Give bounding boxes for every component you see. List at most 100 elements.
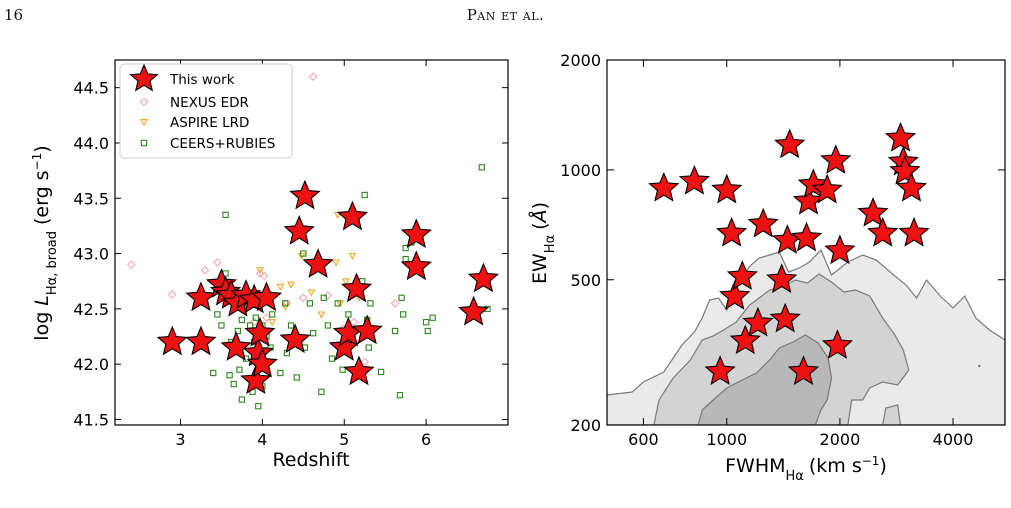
right-y-axis-title: EWHα(Å) <box>528 202 558 284</box>
right-y-tick-label: 2000 <box>560 51 601 70</box>
this-work-point <box>747 207 779 238</box>
ceers-rubies-point <box>391 327 399 335</box>
legend-label-aspire-lrd: ASPIRE LRD <box>170 115 249 131</box>
nexus-edr-point <box>259 271 269 281</box>
running-header: Pan et al. <box>466 6 545 24</box>
this-work-point <box>244 316 276 347</box>
this-work-point <box>769 302 801 333</box>
ceers-rubies-point <box>400 311 407 318</box>
left-x-tick-label: 6 <box>421 430 431 449</box>
aspire-lrd-point <box>307 289 316 297</box>
ceers-rubies-point <box>396 391 404 399</box>
ceers-rubies-point <box>293 374 300 381</box>
this-work-point <box>279 323 311 354</box>
this-work-point <box>729 324 761 355</box>
right-x-axis-title-subscript: Hα <box>786 469 804 484</box>
right-y-axis-title-units: ( <box>529 222 551 229</box>
aspire-lrd-point <box>332 259 340 267</box>
this-work-point <box>351 314 383 345</box>
left-y-tick-label: 43.0 <box>73 245 109 264</box>
ceers-rubies-point <box>255 403 262 410</box>
this-work-point <box>185 281 217 312</box>
ceers-rubies-point <box>339 366 346 373</box>
this-work-point <box>648 171 680 202</box>
ceers-rubies-point <box>238 396 246 403</box>
this-work-point <box>156 325 188 356</box>
nexus-edr-point <box>323 291 333 300</box>
this-work-point <box>250 281 283 312</box>
left-y-tick-label: 43.5 <box>73 189 109 208</box>
this-work-point <box>771 224 804 254</box>
right-x-tick-label: 4000 <box>933 430 974 449</box>
left-y-tick-label: 44.0 <box>73 134 109 153</box>
ceers-rubies-point <box>424 327 431 335</box>
this-work-point <box>898 216 930 247</box>
ceers-rubies-point <box>238 316 246 324</box>
right-plot-frame <box>606 59 1006 426</box>
this-work-point <box>240 364 272 395</box>
ceers-rubies-point <box>345 311 352 318</box>
legend: This work NEXUS EDR ASPIRE LRD CEERS+RUB… <box>119 63 293 159</box>
contour-speck <box>978 364 981 368</box>
right-y-tick-label: 1000 <box>560 161 601 180</box>
ceers-rubies-point <box>218 322 225 329</box>
this-work-point <box>820 144 852 174</box>
this-work-point <box>774 128 806 159</box>
left-y-tick-label: 42.0 <box>73 355 109 374</box>
aspire-lrd-point <box>317 311 326 319</box>
this-work-point <box>283 215 315 245</box>
legend-label-ceers-rubies: CEERS+RUBIES <box>170 136 275 152</box>
nexus-edr-point <box>390 298 400 308</box>
left-y-axis-title-exponent: −1 <box>30 153 44 171</box>
left-plot-frame <box>114 59 509 426</box>
ceers-rubies-point <box>230 380 237 388</box>
nexus-edr-point <box>212 258 222 267</box>
this-work-point <box>678 164 711 195</box>
ceers-rubies-point <box>365 344 372 351</box>
ceers-rubies-point <box>402 255 409 263</box>
this-work-point <box>715 216 748 247</box>
nexus-edr-point <box>298 293 308 303</box>
ceers-rubies-point <box>328 355 336 362</box>
nexus-edr-point <box>249 317 259 327</box>
ceers-rubies-point <box>422 318 430 326</box>
ceers-rubies-point <box>214 311 221 318</box>
contour-island <box>882 404 902 425</box>
left-y-axis-title-subscript: Hα, broad <box>45 231 60 295</box>
this-work-point <box>343 355 375 386</box>
right-x-axis-title-exponent: −1 <box>862 454 880 468</box>
legend-marker-this-work <box>129 63 159 92</box>
ceers-rubies-point <box>398 294 405 301</box>
this-work-point <box>821 329 854 359</box>
this-work-point <box>857 196 889 227</box>
legend-marker-aspire-lrd <box>140 119 148 127</box>
ceers-rubies-point <box>309 330 317 337</box>
legend-marker-ceers-rubies <box>140 139 148 147</box>
ceers-rubies-point <box>361 191 368 199</box>
left-y-tick-label: 42.5 <box>73 300 109 319</box>
aspire-lrd-point <box>276 283 285 291</box>
this-work-point <box>867 216 899 247</box>
ceers-rubies-point <box>282 300 289 307</box>
right-y-tick-label: 200 <box>570 416 601 435</box>
ceers-rubies-point <box>306 300 314 307</box>
nexus-edr-point <box>308 72 318 81</box>
ceers-rubies-point <box>234 327 241 335</box>
legend-label-nexus-edr: NEXUS EDR <box>170 95 249 111</box>
this-work-point <box>340 272 373 303</box>
right-x-tick-label: 600 <box>628 430 659 449</box>
this-work-point <box>711 173 743 204</box>
ceers-rubies-point <box>377 368 385 376</box>
this-work-point <box>742 306 774 337</box>
left-x-tick-label: 5 <box>339 430 349 449</box>
legend-box <box>119 63 293 159</box>
contour-inner <box>697 334 833 425</box>
this-work-point <box>457 295 490 326</box>
nexus-edr-point <box>200 265 210 275</box>
this-work-point <box>790 221 823 252</box>
this-work-point <box>824 234 856 265</box>
nexus-edr-point <box>360 357 370 367</box>
this-work-point <box>726 260 758 290</box>
aspire-lrd-point <box>348 252 357 260</box>
